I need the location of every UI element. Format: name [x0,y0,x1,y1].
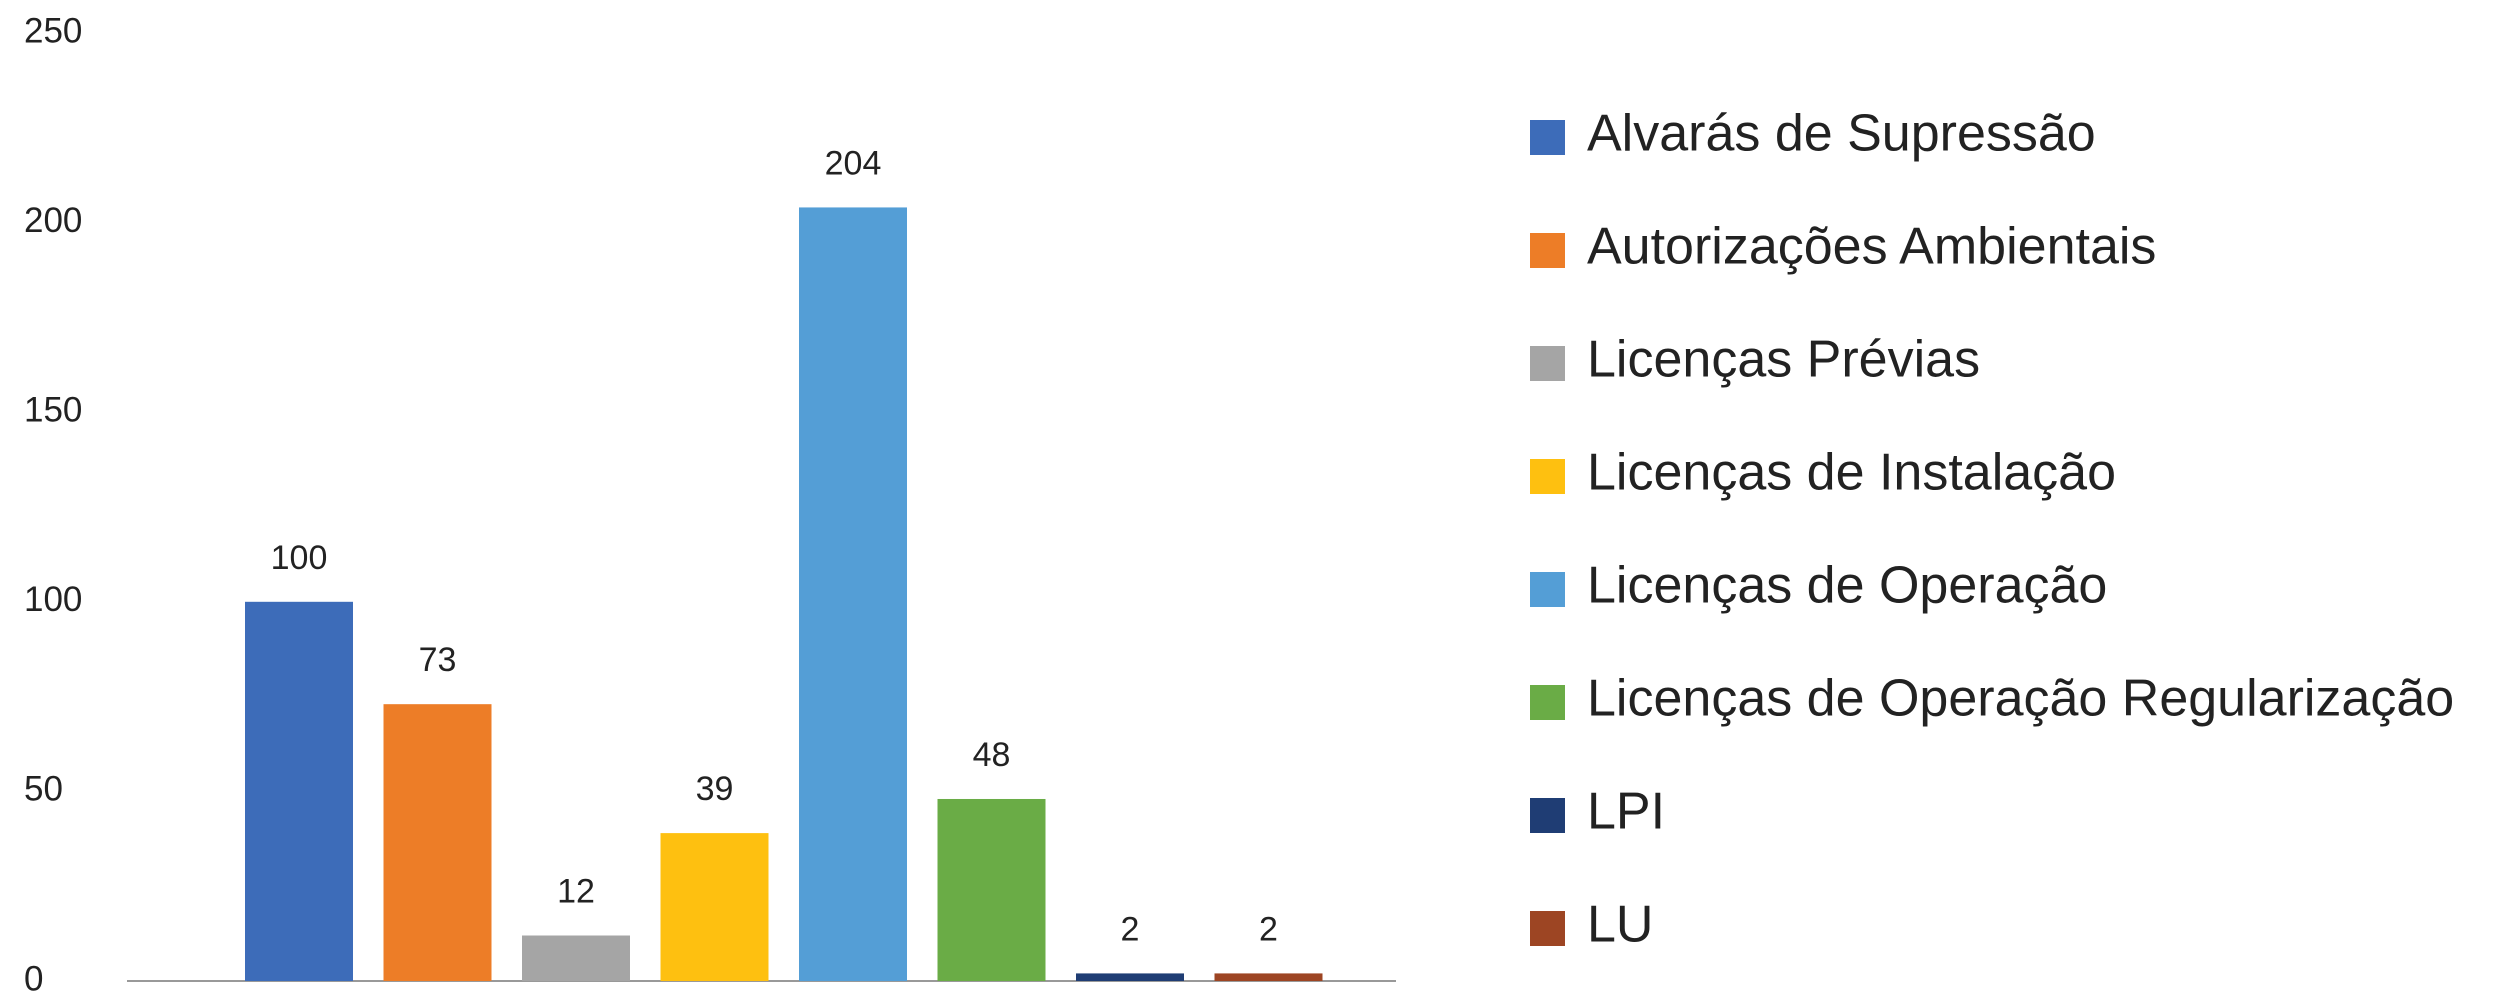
bar [1076,973,1184,981]
legend-swatch [1530,572,1565,607]
legend-label: Licenças de Operação [1587,557,2107,615]
bar [522,935,630,981]
legend-swatch [1530,798,1565,833]
y-tick-label: 150 [24,390,82,429]
data-label: 204 [825,144,882,182]
legend-swatch [1530,120,1565,155]
legend-swatch [1530,459,1565,494]
legend-label: Licenças de Operação Regularização [1587,670,2454,728]
data-label: 73 [419,641,457,679]
bar [383,704,492,981]
legend-label: Autorizações Ambientais [1587,218,2156,276]
y-tick-label: 0 [24,959,43,994]
legend-label: Licenças Prévias [1587,331,1980,389]
y-tick-label: 250 [24,11,82,50]
data-label: 2 [1121,910,1140,948]
bar [1214,973,1323,981]
data-label: 2 [1259,910,1278,948]
data-label: 48 [973,736,1011,774]
bar [245,601,353,981]
legend-label: LPI [1587,783,1665,841]
legend-swatch [1530,685,1565,720]
legend-swatch [1530,911,1565,946]
legend-swatch [1530,346,1565,381]
bar [937,798,1046,981]
legend-swatch [1530,233,1565,268]
y-tick-label: 200 [24,201,82,240]
y-tick-label: 100 [24,580,82,619]
bar [799,207,907,981]
y-tick-label: 50 [24,770,63,809]
data-label: 39 [696,770,734,808]
legend-label: Licenças de Instalação [1587,444,2116,502]
legend-label: LU [1587,896,1653,954]
data-label: 12 [557,872,595,910]
legend-label: Alvarás de Supressão [1587,105,2096,163]
bar [660,833,769,981]
data-label: 100 [271,539,328,577]
